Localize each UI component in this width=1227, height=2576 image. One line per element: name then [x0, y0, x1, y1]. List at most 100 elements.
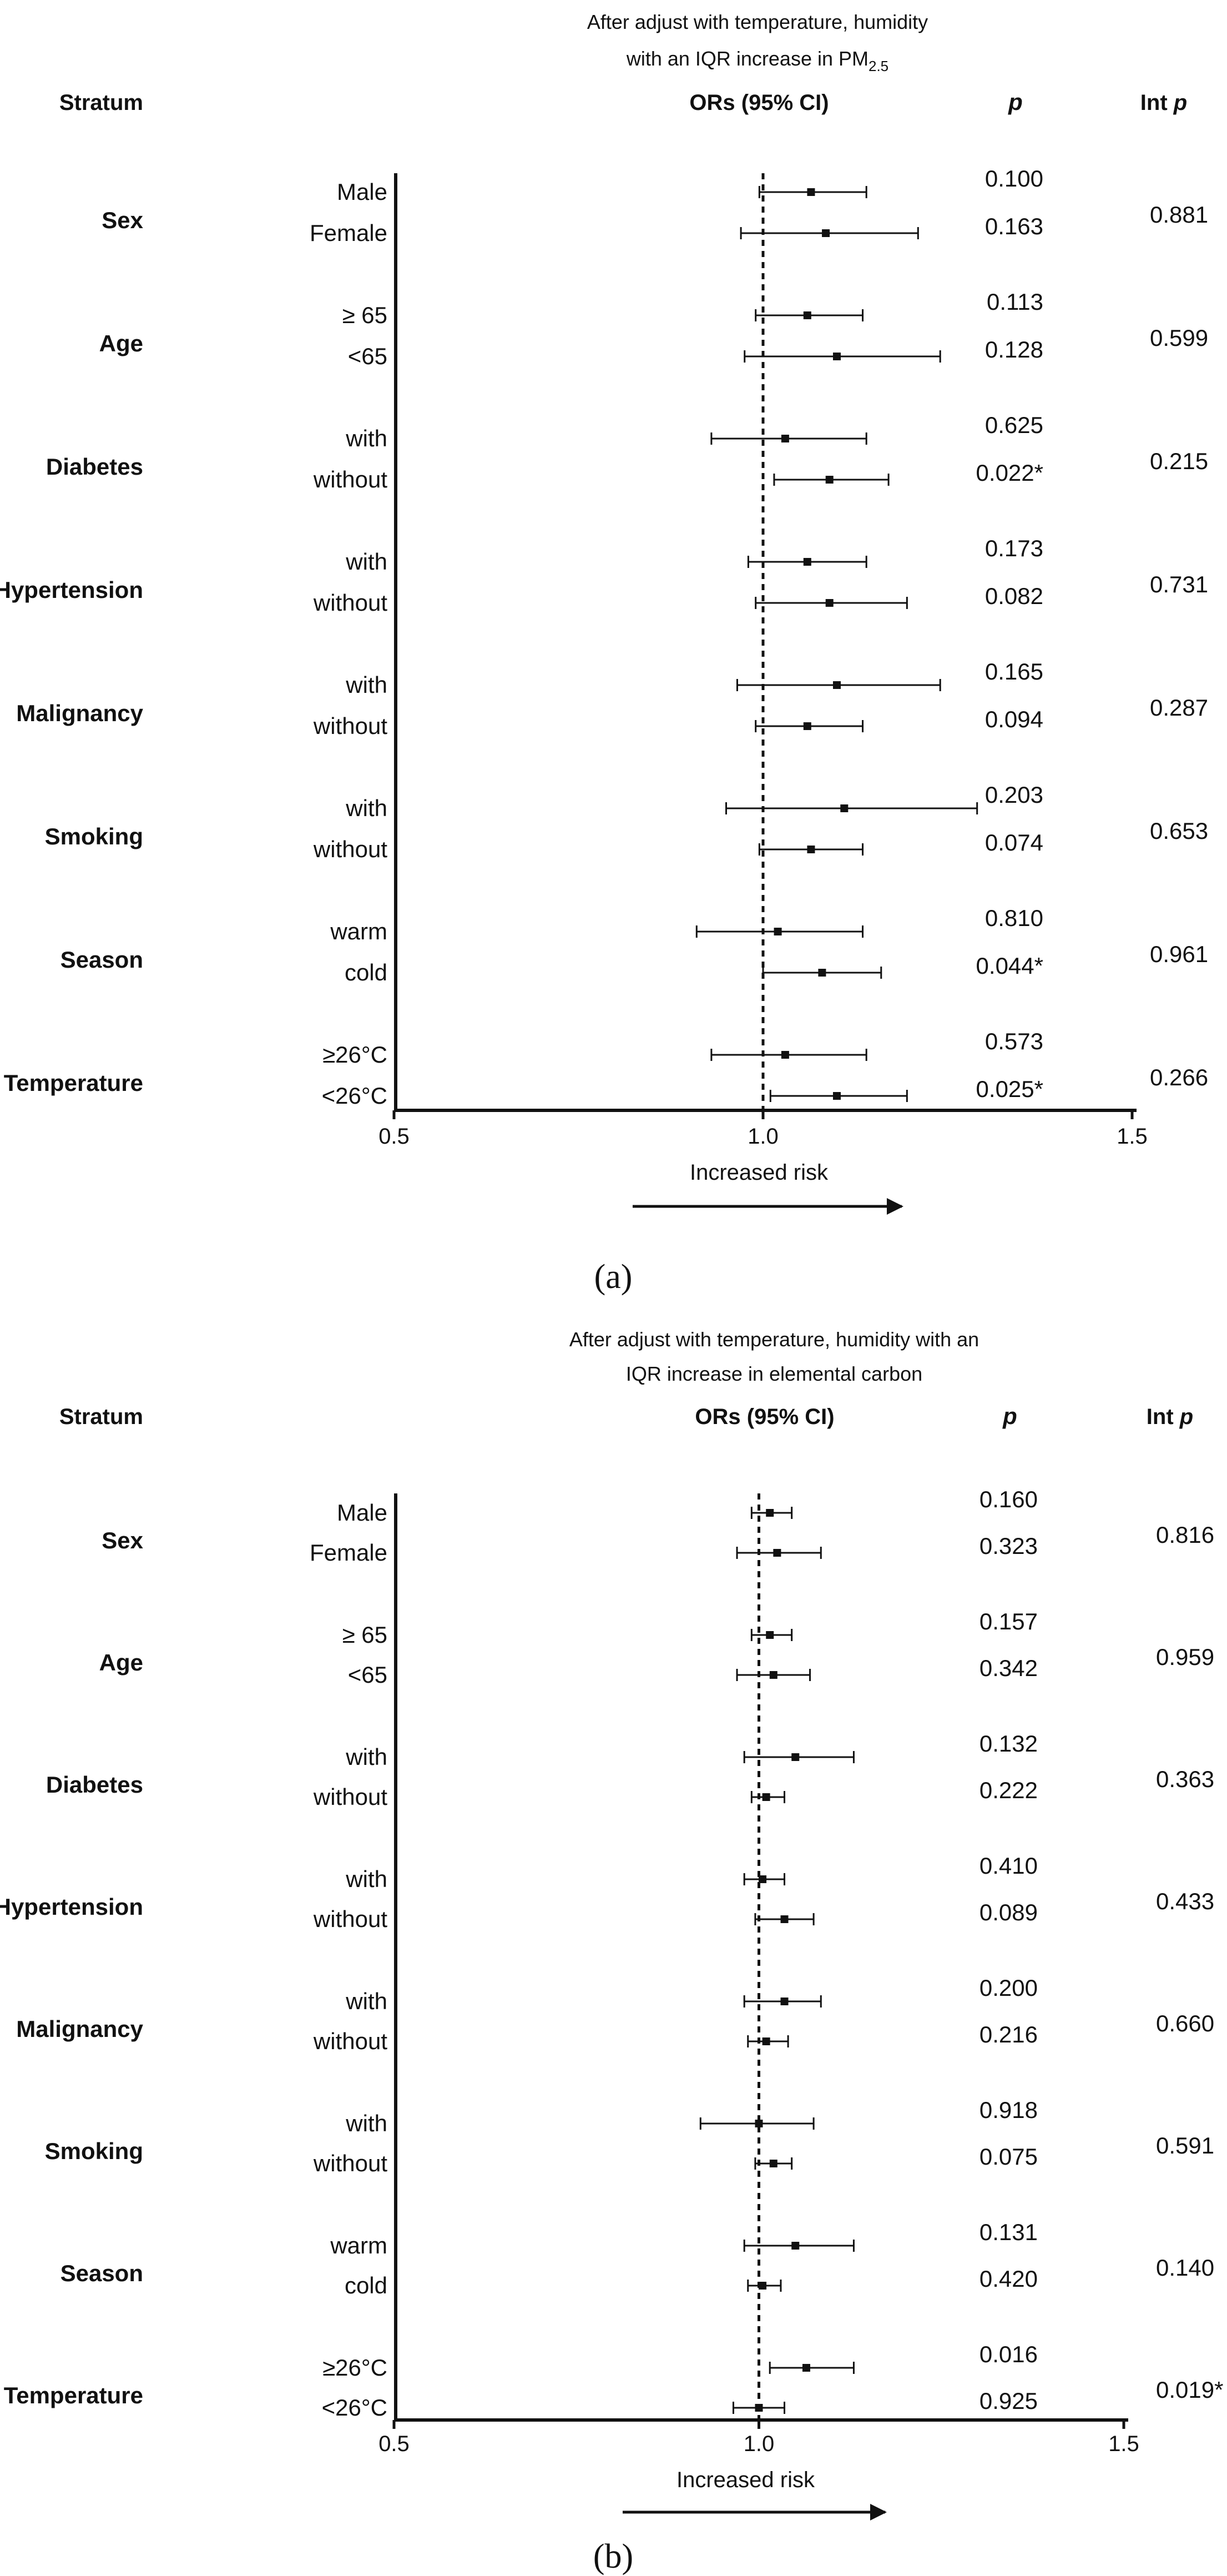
group-label: Season [60, 2260, 143, 2286]
chart-title-line-2: IQR increase in elemental carbon [626, 1362, 922, 1385]
p-value: 0.131 [979, 2219, 1038, 2245]
or-point [833, 353, 841, 360]
panel-a: After adjust with temperature, humidity w… [0, 11, 1208, 1296]
row-label: Female [310, 220, 387, 246]
row-label: with [345, 795, 387, 821]
p-value: 0.132 [979, 1730, 1038, 1757]
row-label: with [345, 1988, 387, 2014]
header-int-p-prefix: Int [1147, 1405, 1180, 1429]
or-point [825, 476, 834, 484]
panel-b: After adjust with temperature, humidity … [0, 1328, 1223, 2575]
or-point [807, 846, 815, 853]
or-point [755, 2120, 763, 2127]
p-value: 0.128 [985, 336, 1043, 363]
group-label: Malignancy [16, 700, 143, 726]
row-label: with [345, 1744, 387, 1770]
row-label: Male [337, 179, 387, 205]
row-label: without [313, 1906, 387, 1932]
p-value: 0.163 [985, 213, 1043, 239]
p-value: 0.810 [985, 905, 1043, 931]
group-label: Malignancy [16, 2016, 143, 2042]
int-p-value: 0.816 [1156, 1522, 1214, 1548]
p-value: 0.222 [979, 1777, 1038, 1803]
header-or-ci: ORs (95% CI) [695, 1405, 834, 1429]
p-value: 0.625 [985, 412, 1043, 438]
row-label: ≥ 65 [342, 302, 387, 328]
header-p: p [1002, 1403, 1017, 1429]
group-label: Hypertension [0, 577, 143, 603]
chart-title-line-1: After adjust with temperature, humidity [587, 11, 928, 33]
header-p: p [1008, 89, 1023, 115]
row-label: without [313, 2150, 387, 2176]
int-p-value: 0.653 [1150, 818, 1208, 844]
or-point [833, 681, 841, 689]
or-point [774, 928, 782, 935]
or-point [803, 722, 811, 730]
group-label: Age [99, 330, 143, 356]
p-value: 0.573 [985, 1028, 1043, 1054]
row-label: without [313, 836, 387, 862]
or-point [833, 1092, 841, 1100]
p-value: 0.022* [976, 460, 1043, 486]
x-tick-label: 1.5 [1117, 1124, 1148, 1149]
group-label: Diabetes [46, 1772, 143, 1798]
int-p-value: 0.363 [1156, 1766, 1214, 1792]
row-label: warm [330, 918, 387, 944]
x-tick-label: 0.5 [378, 1124, 410, 1149]
or-point [773, 1549, 781, 1557]
int-p-value: 0.881 [1150, 202, 1208, 228]
int-p-value: 0.959 [1156, 1644, 1214, 1670]
or-point [781, 1051, 789, 1059]
p-value: 0.203 [985, 782, 1043, 808]
x-tick-label: 1.0 [744, 2432, 775, 2456]
group-label: Season [60, 947, 143, 973]
x-tick-label: 1.0 [748, 1124, 779, 1149]
group-label: Smoking [45, 2138, 143, 2164]
row-label: with [345, 1866, 387, 1892]
row-label: with [345, 425, 387, 451]
chart-title-line-2-text: IQR increase in elemental carbon [626, 1362, 922, 1385]
p-value: 0.216 [979, 2021, 1038, 2047]
p-value: 0.025* [976, 1076, 1043, 1102]
int-p-value: 0.660 [1156, 2010, 1214, 2036]
or-point [780, 1998, 789, 2005]
group-label: Diabetes [46, 454, 143, 480]
row-label: without [313, 2028, 387, 2054]
row-label: <65 [348, 343, 387, 369]
or-point [780, 1915, 789, 1923]
or-point [803, 311, 811, 319]
chart-title-subscript: 2.5 [869, 58, 888, 74]
p-value: 0.113 [987, 289, 1043, 315]
group-label: Sex [102, 1527, 143, 1553]
or-point [840, 804, 849, 812]
row-label: <26°C [322, 1083, 387, 1109]
p-value: 0.323 [979, 1533, 1038, 1559]
p-value: 0.200 [979, 1975, 1038, 2001]
p-value: 0.044* [976, 953, 1043, 979]
int-p-value: 0.433 [1156, 1888, 1214, 1914]
int-p-value: 0.731 [1150, 571, 1208, 597]
row-label: <26°C [322, 2394, 387, 2421]
int-p-value: 0.140 [1156, 2255, 1214, 2281]
row-label: without [313, 713, 387, 739]
chart-title-line-2: with an IQR increase in PM2.5 [626, 47, 888, 74]
int-p-value: 0.961 [1150, 941, 1208, 967]
or-point [781, 435, 789, 442]
header-stratum: Stratum [59, 1405, 143, 1429]
row-label: with [345, 549, 387, 575]
arrow-label: Increased risk [690, 1160, 829, 1185]
panel-label: (a) [594, 1258, 633, 1296]
or-point [769, 2160, 777, 2167]
or-point [791, 1753, 800, 1761]
header-int-p-prefix: Int [1140, 90, 1174, 115]
p-value: 0.089 [979, 1899, 1038, 1925]
or-point [825, 599, 834, 607]
int-p-value: 0.215 [1150, 448, 1208, 474]
p-value: 0.157 [979, 1608, 1038, 1634]
row-label: warm [330, 2232, 387, 2258]
or-point [807, 188, 815, 196]
or-point [803, 558, 811, 566]
or-point [762, 2037, 770, 2045]
row-label: <65 [348, 1662, 387, 1688]
